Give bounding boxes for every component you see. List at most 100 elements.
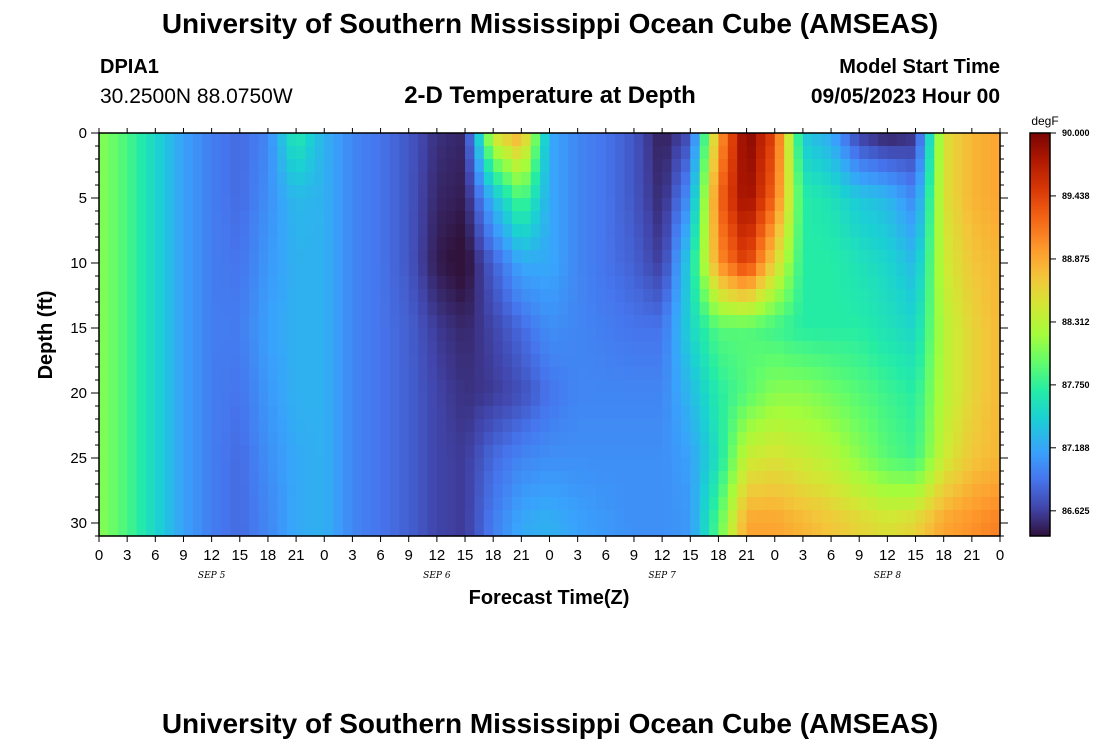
heatmap-cell (483, 341, 494, 355)
heatmap-cell (267, 445, 278, 459)
heatmap-cell (249, 133, 260, 147)
heatmap-cell (465, 315, 476, 329)
heatmap-cell (314, 289, 325, 303)
heatmap-cell (333, 484, 344, 498)
heatmap-cell (352, 211, 363, 225)
heatmap-cell (784, 393, 795, 407)
heatmap-cell (943, 237, 954, 251)
heatmap-cell (455, 133, 466, 147)
heatmap-cell (849, 315, 860, 329)
heatmap-cell (793, 419, 804, 433)
heatmap-cell (915, 354, 926, 368)
heatmap-cell (624, 133, 635, 147)
heatmap-cell (671, 146, 682, 160)
heatmap-cell (718, 328, 729, 342)
heatmap-cell (859, 367, 870, 381)
heatmap-cell (718, 354, 729, 368)
heatmap-cell (699, 432, 710, 446)
heatmap-cell (258, 302, 269, 316)
heatmap-cell (662, 393, 673, 407)
heatmap-cell (981, 198, 992, 212)
heatmap-cell (249, 172, 260, 186)
heatmap-cell (333, 315, 344, 329)
heatmap-cell (343, 458, 354, 472)
x-tick-label: 6 (827, 547, 835, 564)
heatmap-cell (211, 328, 222, 342)
heatmap-cell (605, 172, 616, 186)
heatmap-cell (465, 328, 476, 342)
heatmap-cell (981, 146, 992, 160)
heatmap-cell (793, 523, 804, 537)
heatmap-cell (230, 172, 241, 186)
heatmap-cell (859, 133, 870, 147)
heatmap-cell (389, 198, 400, 212)
heatmap-cell (202, 302, 213, 316)
heatmap-cell (652, 263, 663, 277)
heatmap-cell (662, 276, 673, 290)
heatmap-cell (493, 419, 504, 433)
heatmap-cell (802, 263, 813, 277)
heatmap-cell (924, 380, 935, 394)
heatmap-cell (455, 458, 466, 472)
heatmap-cell (108, 341, 119, 355)
heatmap-cell (868, 484, 879, 498)
heatmap-cell (540, 133, 551, 147)
heatmap-cell (483, 406, 494, 420)
heatmap-cell (699, 341, 710, 355)
heatmap-cell (455, 237, 466, 251)
heatmap-cell (530, 133, 541, 147)
heatmap-cell (605, 458, 616, 472)
heatmap-cell (277, 237, 288, 251)
heatmap-cell (474, 419, 485, 433)
heatmap-cell (990, 224, 1001, 238)
heatmap-cell (558, 510, 569, 524)
heatmap-cell (174, 380, 185, 394)
heatmap-cell (324, 445, 335, 459)
heatmap-cell (755, 263, 766, 277)
heatmap-cell (343, 224, 354, 238)
heatmap-cell (831, 315, 842, 329)
heatmap-cell (258, 406, 269, 420)
heatmap-cell (333, 328, 344, 342)
heatmap-cell (840, 354, 851, 368)
heatmap-cell (446, 250, 457, 264)
heatmap-cell (784, 432, 795, 446)
heatmap-cell (455, 289, 466, 303)
heatmap-cell (239, 224, 250, 238)
heatmap-cell (615, 458, 626, 472)
heatmap-cell (981, 250, 992, 264)
x-tick-label: 6 (602, 547, 610, 564)
heatmap-cell (277, 354, 288, 368)
heatmap-cell (924, 198, 935, 212)
heatmap-cell (343, 237, 354, 251)
heatmap-cell (962, 445, 973, 459)
heatmap-cell (587, 263, 598, 277)
heatmap-cell (221, 471, 231, 485)
heatmap-cell (521, 224, 532, 238)
heatmap-cell (174, 484, 185, 498)
heatmap-cell (821, 354, 832, 368)
heatmap-cell (737, 263, 748, 277)
heatmap-cell (164, 198, 175, 212)
heatmap-cell (145, 224, 156, 238)
heatmap-cell (502, 367, 513, 381)
heatmap-cell (183, 237, 194, 251)
heatmap-cell (615, 276, 626, 290)
heatmap-cell (530, 393, 541, 407)
model-start-label: Model Start Time (839, 56, 1000, 78)
heatmap-cell (389, 224, 400, 238)
heatmap-cell (587, 367, 598, 381)
heatmap-cell (746, 471, 757, 485)
heatmap-cell (314, 471, 325, 485)
heatmap-cell (859, 237, 870, 251)
heatmap-cell (296, 458, 307, 472)
heatmap-cell (652, 211, 663, 225)
heatmap-cell (530, 445, 541, 459)
heatmap-cell (211, 367, 222, 381)
heatmap-cell (211, 406, 222, 420)
heatmap-cell (418, 354, 429, 368)
heatmap-cell (587, 185, 598, 199)
heatmap-cell (521, 211, 532, 225)
heatmap-cell (737, 471, 748, 485)
heatmap-cell (483, 250, 494, 264)
